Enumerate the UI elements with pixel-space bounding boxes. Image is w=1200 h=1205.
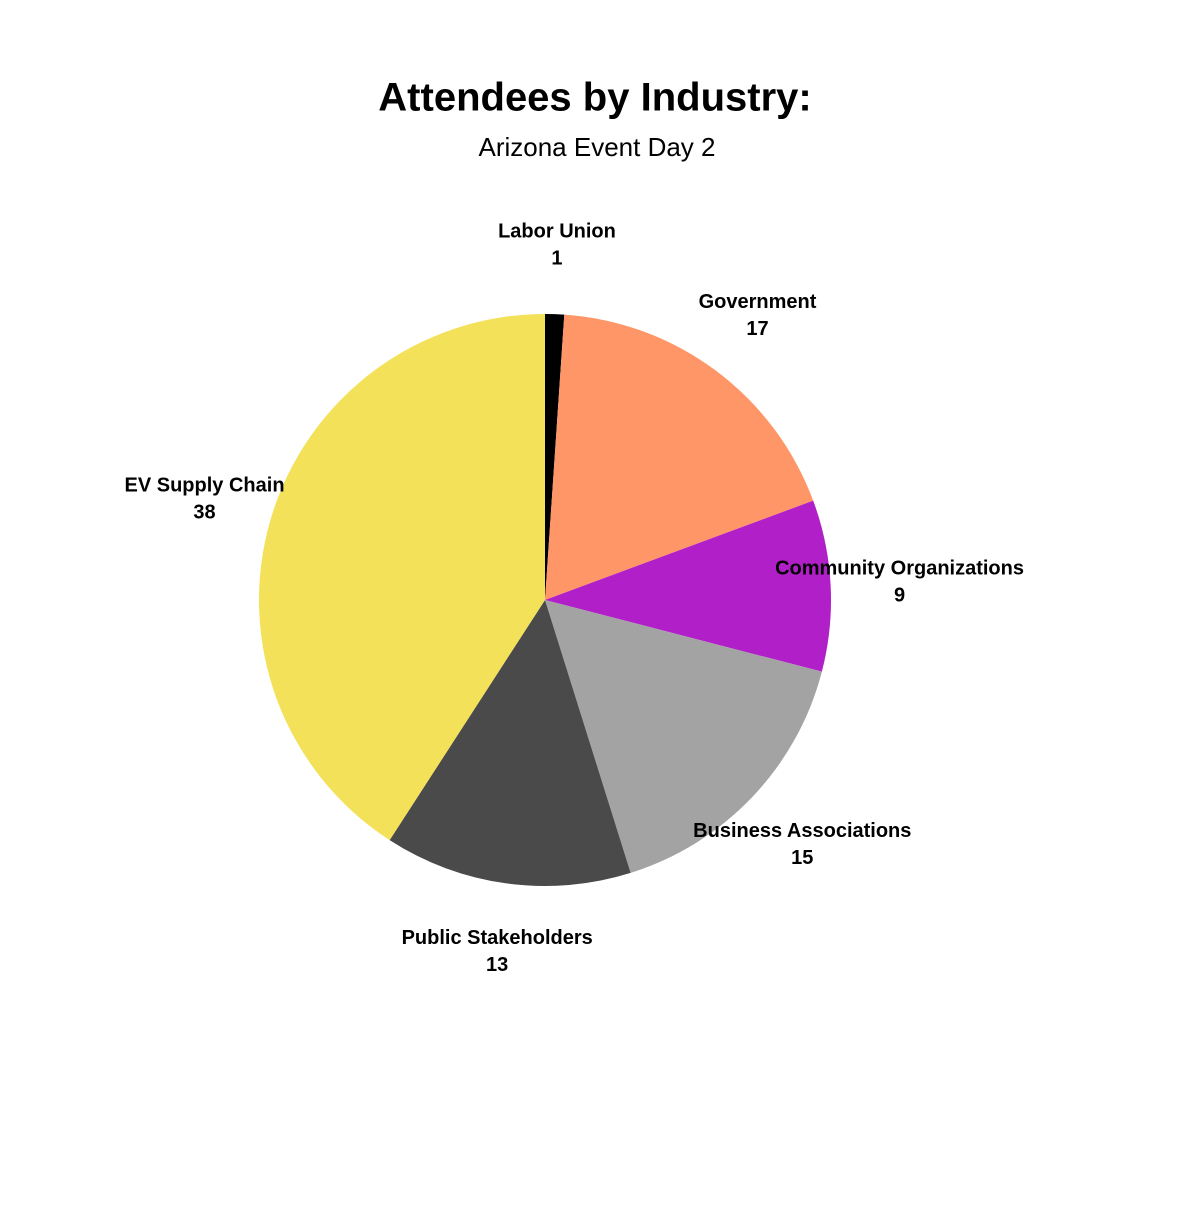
slice-label: Community Organizations [775,557,1024,579]
slice-label: Public Stakeholders [402,927,593,949]
slice-value: 15 [791,847,813,869]
pie-slice [545,314,565,600]
chart-subtitle: Arizona Event Day 2 [478,132,715,162]
slice-value: 17 [746,318,768,340]
slice-value: 13 [486,954,508,976]
pie-slice [545,314,814,600]
chart-title: Attendees by Industry: [378,76,811,120]
pie-slice [545,600,822,873]
pie-slice [545,500,831,672]
slice-value: 9 [894,584,905,606]
pie-slice [389,600,631,886]
slice-label: Government [699,291,817,313]
slice-label: Labor Union [498,220,616,242]
slice-label: EV Supply Chain [125,475,285,497]
slice-value: 38 [193,502,215,524]
slice-value: 1 [551,247,562,269]
slice-label: Business Associations [693,820,911,842]
pie-slice [258,314,545,841]
